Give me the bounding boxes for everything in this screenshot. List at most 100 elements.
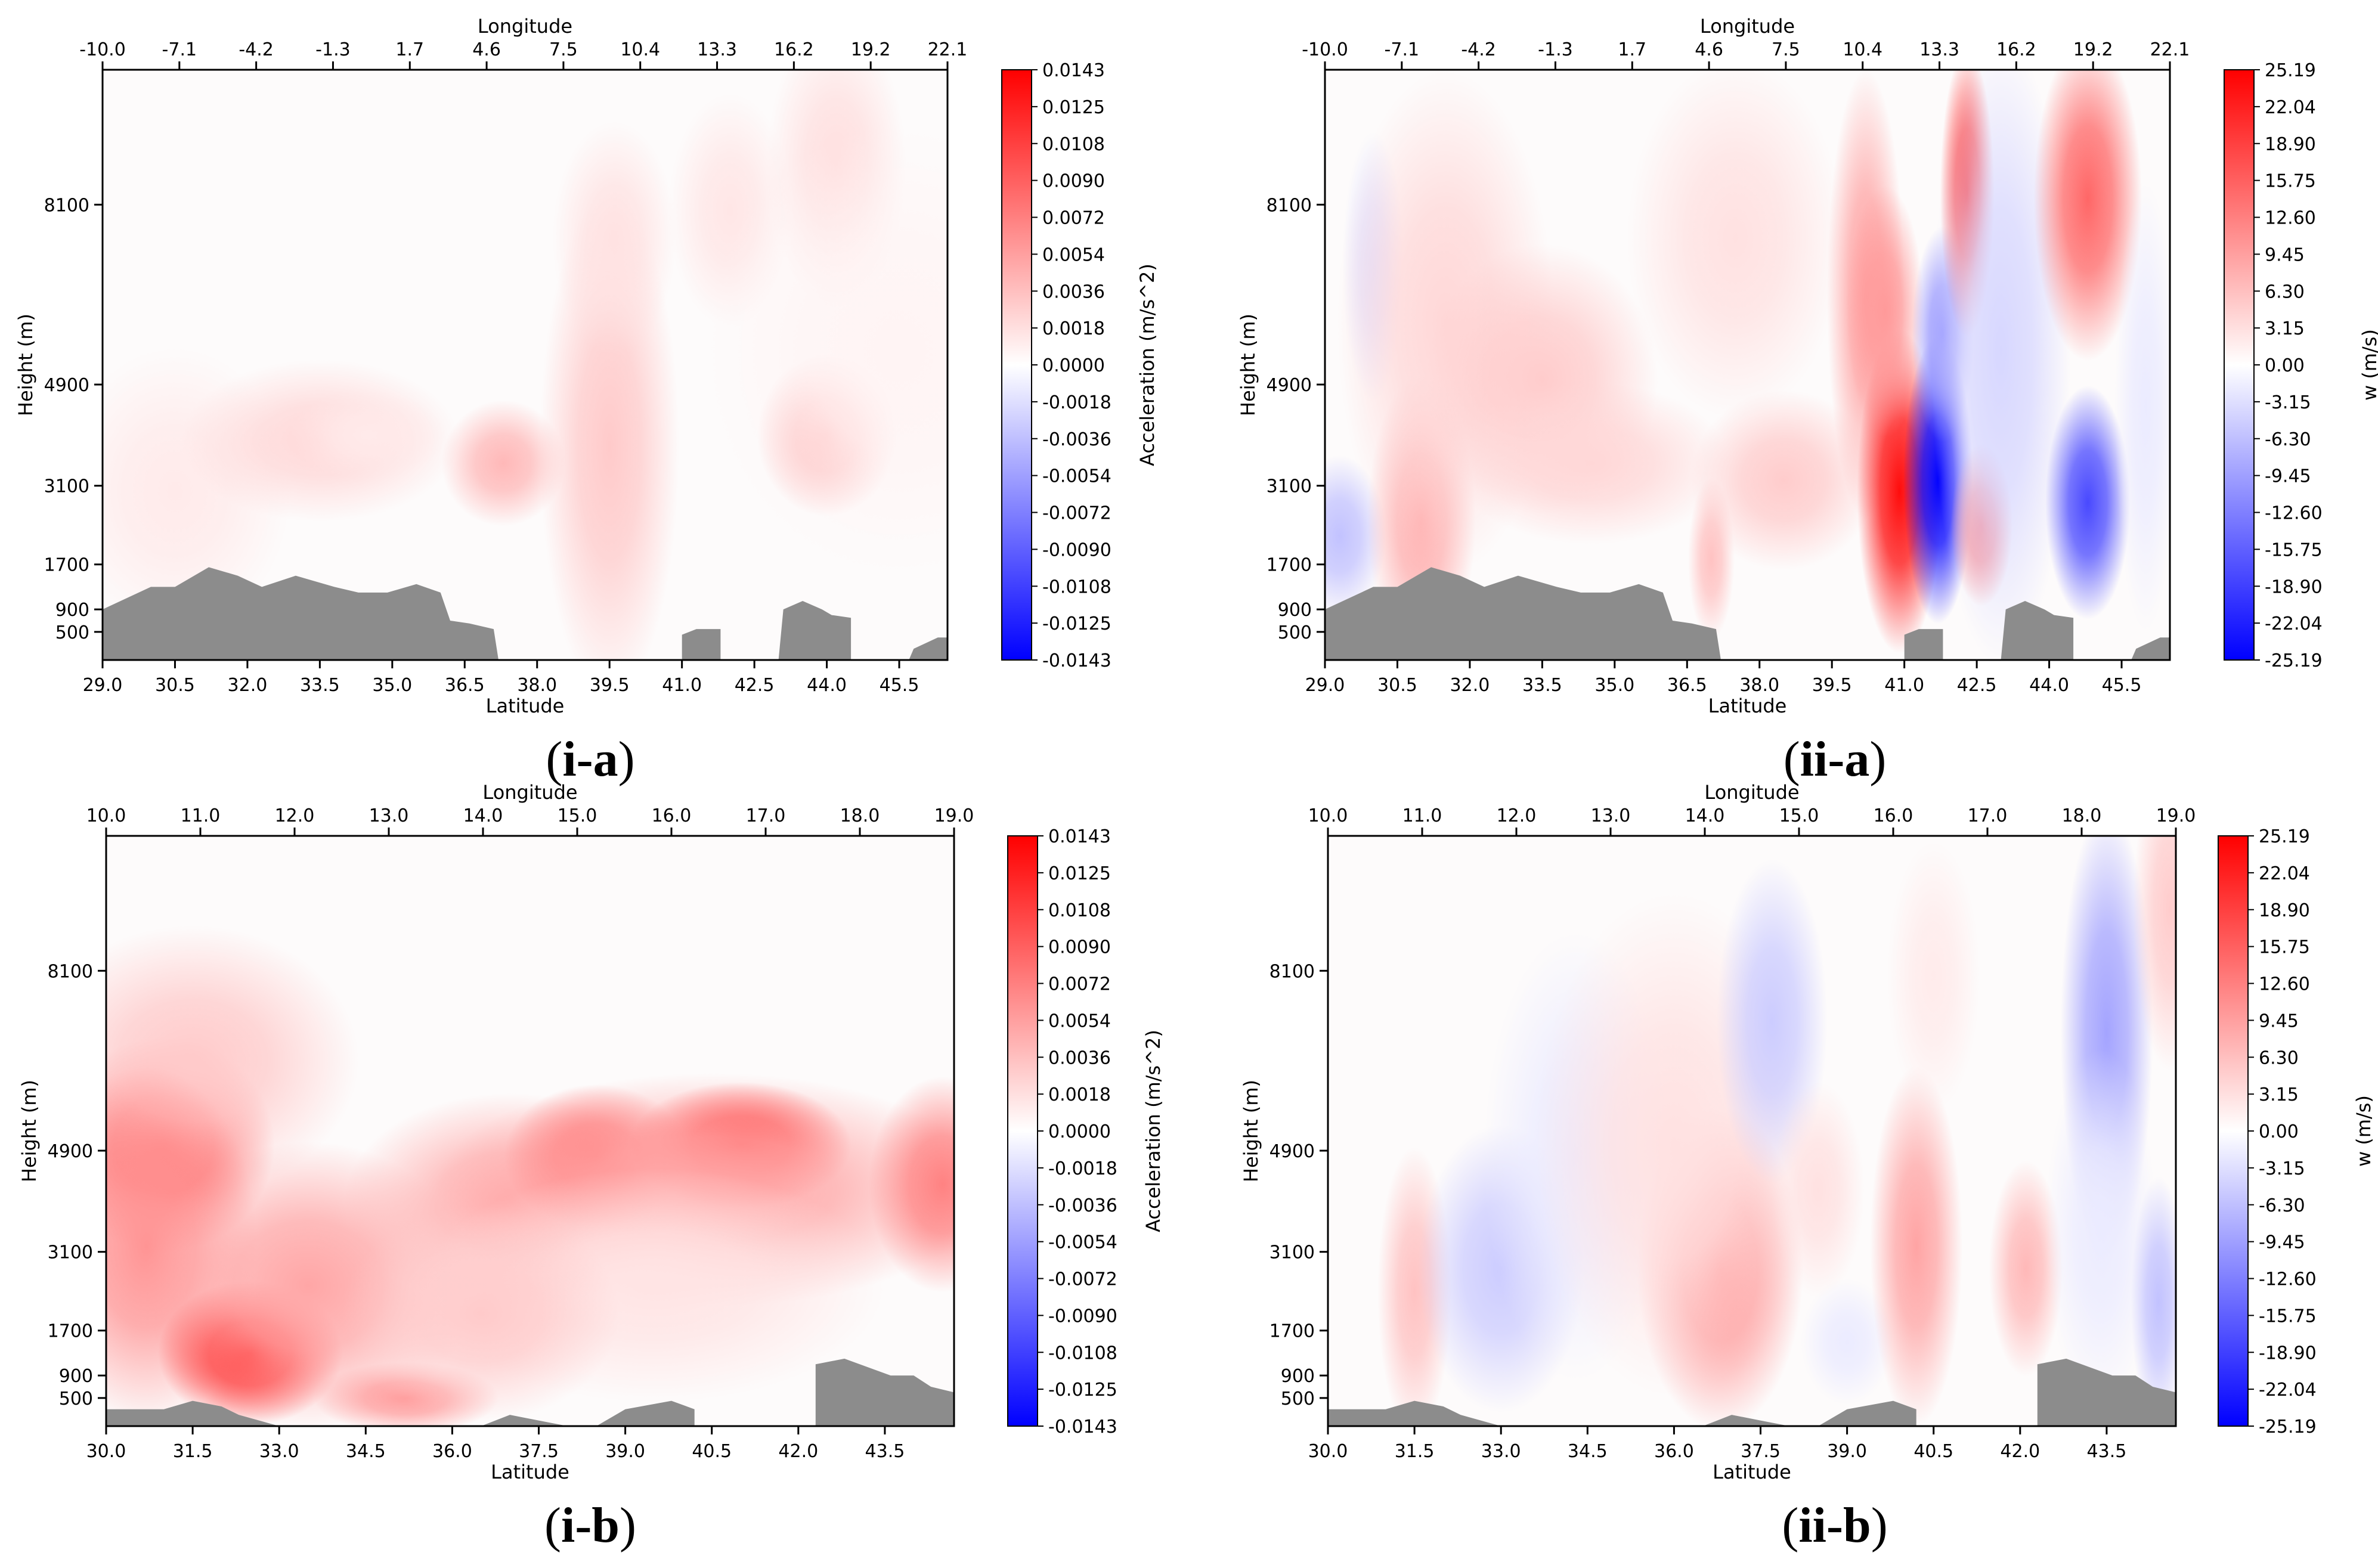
- top-tick-label: -1.3: [315, 39, 351, 60]
- colorbar-tick-label: 0.0108: [1042, 134, 1105, 155]
- field-blob: [2045, 385, 2131, 620]
- colorbar-tick-label: 25.19: [2259, 826, 2310, 847]
- x-tick-label: 36.5: [1667, 675, 1707, 696]
- top-tick-label: 14.0: [463, 805, 503, 826]
- y-tick-label: 8100: [48, 961, 93, 982]
- field-blob: [2033, 70, 2142, 361]
- field-blob: [342, 1206, 620, 1422]
- colorbar-tick-label: -3.15: [2265, 392, 2311, 413]
- chart-panel-i-a: 29.0 30.5 32.0 33.5 35.0 36.5 38.0 39.5 41.0 42.5…: [14, 15, 1159, 717]
- colorbar-tick-label: 12.60: [2265, 208, 2316, 229]
- x-tick-label: 40.5: [1913, 1441, 1953, 1462]
- colorbar-tick-label: 0.0090: [1048, 937, 1111, 958]
- colorbar-tick-label: 0.0036: [1042, 281, 1105, 302]
- colorbar-tick-label: -6.30: [2259, 1195, 2305, 1216]
- x-tick-label: 39.0: [605, 1441, 645, 1462]
- field-blob: [1627, 70, 1844, 419]
- colorbar-tick-label: -9.45: [2259, 1232, 2305, 1253]
- colorbar-tick-label: -6.30: [2265, 429, 2311, 450]
- field-blob: [2114, 182, 2170, 632]
- colorbar-tick-label: 0.0072: [1048, 974, 1111, 995]
- x-tick-label: 38.0: [1739, 675, 1779, 696]
- colorbar: [2218, 835, 2249, 1427]
- colorbar-title: w (m/s): [2358, 329, 2378, 401]
- top-tick-label: 18.0: [2062, 805, 2102, 826]
- colorbar-tick-label: -0.0125: [1048, 1380, 1117, 1400]
- chart-panel-ii-a: 29.0 30.5 32.0 33.5 35.0 36.5 38.0 39.5 41.0 42.5…: [1237, 15, 2378, 717]
- y-axis-title: Height (m): [14, 314, 37, 416]
- x-tick-label: 35.0: [1594, 675, 1634, 696]
- colorbar-tick-label: 0.0090: [1042, 171, 1105, 192]
- field-blob: [1887, 841, 1980, 1111]
- colorbar: [1007, 835, 1038, 1427]
- top-tick-label: 15.0: [558, 805, 597, 826]
- y-tick-label: 8100: [1267, 195, 1312, 216]
- colorbar-tick-label: 18.90: [2259, 900, 2310, 921]
- colorbar-tick-label: -22.04: [2265, 613, 2323, 634]
- x-tick-label: 43.5: [865, 1441, 905, 1462]
- colorbar-tick-label: -25.19: [2265, 650, 2323, 671]
- colorbar-tick-label: 9.45: [2265, 244, 2305, 265]
- field-blob: [706, 126, 948, 576]
- colorbar-tick-label: -25.19: [2259, 1417, 2317, 1437]
- x-tick-label: 30.5: [155, 675, 195, 696]
- colorbar-tick-label: 0.00: [2265, 355, 2305, 376]
- top-tick-label: 17.0: [1968, 805, 2008, 826]
- field-blob: [1846, 185, 1924, 438]
- top-tick-label: -7.1: [1385, 39, 1420, 60]
- x-tick-label: 33.5: [1522, 675, 1562, 696]
- colorbar-tick-label: 3.15: [2259, 1084, 2299, 1105]
- colorbar-tick-label: 0.0143: [1048, 826, 1111, 847]
- top-tick-label: 10.4: [1843, 39, 1882, 60]
- colorbar-tick-label: -0.0108: [1048, 1343, 1117, 1364]
- top-tick-label: 1.7: [1618, 39, 1646, 60]
- top-tick-label: -4.2: [239, 39, 274, 60]
- x-tick-label: 30.0: [86, 1441, 126, 1462]
- field-blob: [2131, 1176, 2176, 1426]
- x-tick-label: 30.5: [1377, 675, 1417, 696]
- top-tick-label: 4.6: [1695, 39, 1723, 60]
- colorbar-tick-label: 12.60: [2259, 974, 2310, 995]
- field-blob: [1989, 1160, 2063, 1377]
- y-tick-label: 1700: [48, 1321, 93, 1342]
- colorbar-tick-label: 22.04: [2265, 97, 2316, 118]
- top-tick-label: 14.0: [1685, 805, 1725, 826]
- x-tick-label: 43.5: [2087, 1441, 2127, 1462]
- top-tick-label: 10.0: [86, 805, 126, 826]
- y-tick-label: 1700: [1267, 555, 1312, 576]
- x-tick-label: 31.5: [1395, 1441, 1435, 1462]
- x-axis-title: Latitude: [491, 1461, 569, 1483]
- top-tick-label: 7.5: [1772, 39, 1800, 60]
- field-layer: [1325, 70, 2170, 660]
- y-axis-title: Height (m): [18, 1080, 41, 1182]
- colorbar-tick-label: -0.0072: [1048, 1269, 1117, 1290]
- x-tick-label: 45.5: [880, 675, 919, 696]
- top-tick-label: 13.3: [697, 39, 737, 60]
- colorbar-tick-label: -0.0036: [1042, 429, 1111, 450]
- x-tick-label: 31.5: [173, 1441, 213, 1462]
- x-axis-title: Latitude: [1708, 695, 1787, 717]
- colorbar-tick-label: 0.0143: [1042, 60, 1105, 81]
- field-blob: [868, 1076, 954, 1293]
- top-tick-label: 16.2: [774, 39, 814, 60]
- colorbar: [1001, 69, 1032, 661]
- y-tick-label: 4900: [1267, 375, 1312, 396]
- colorbar-tick-label: -12.60: [2265, 503, 2323, 524]
- colorbar-tick-label: 6.30: [2265, 281, 2305, 302]
- top-tick-label: -10.0: [79, 39, 126, 60]
- top-tick-label: 22.1: [928, 39, 968, 60]
- field-layer: [1328, 836, 2176, 1426]
- x-tick-label: 35.0: [372, 675, 412, 696]
- panel-caption-i-b: (i-b): [544, 1498, 636, 1553]
- field-blob: [1870, 1066, 1963, 1426]
- y-tick-label: 3100: [1267, 476, 1312, 497]
- x-tick-label: 30.0: [1308, 1441, 1348, 1462]
- colorbar-tick-label: -0.0125: [1042, 613, 1111, 634]
- colorbar-tick-label: -0.0072: [1042, 503, 1111, 524]
- top-tick-label: 10.4: [620, 39, 660, 60]
- plot-frame: [1324, 69, 2171, 661]
- x-tick-label: 29.0: [1305, 675, 1345, 696]
- chart-panel-i-b: 30.0 31.5 33.0 34.5 36.0 37.5 39.0 40.5 42.0 43.5…: [18, 781, 1165, 1483]
- y-tick-label: 3100: [48, 1242, 93, 1263]
